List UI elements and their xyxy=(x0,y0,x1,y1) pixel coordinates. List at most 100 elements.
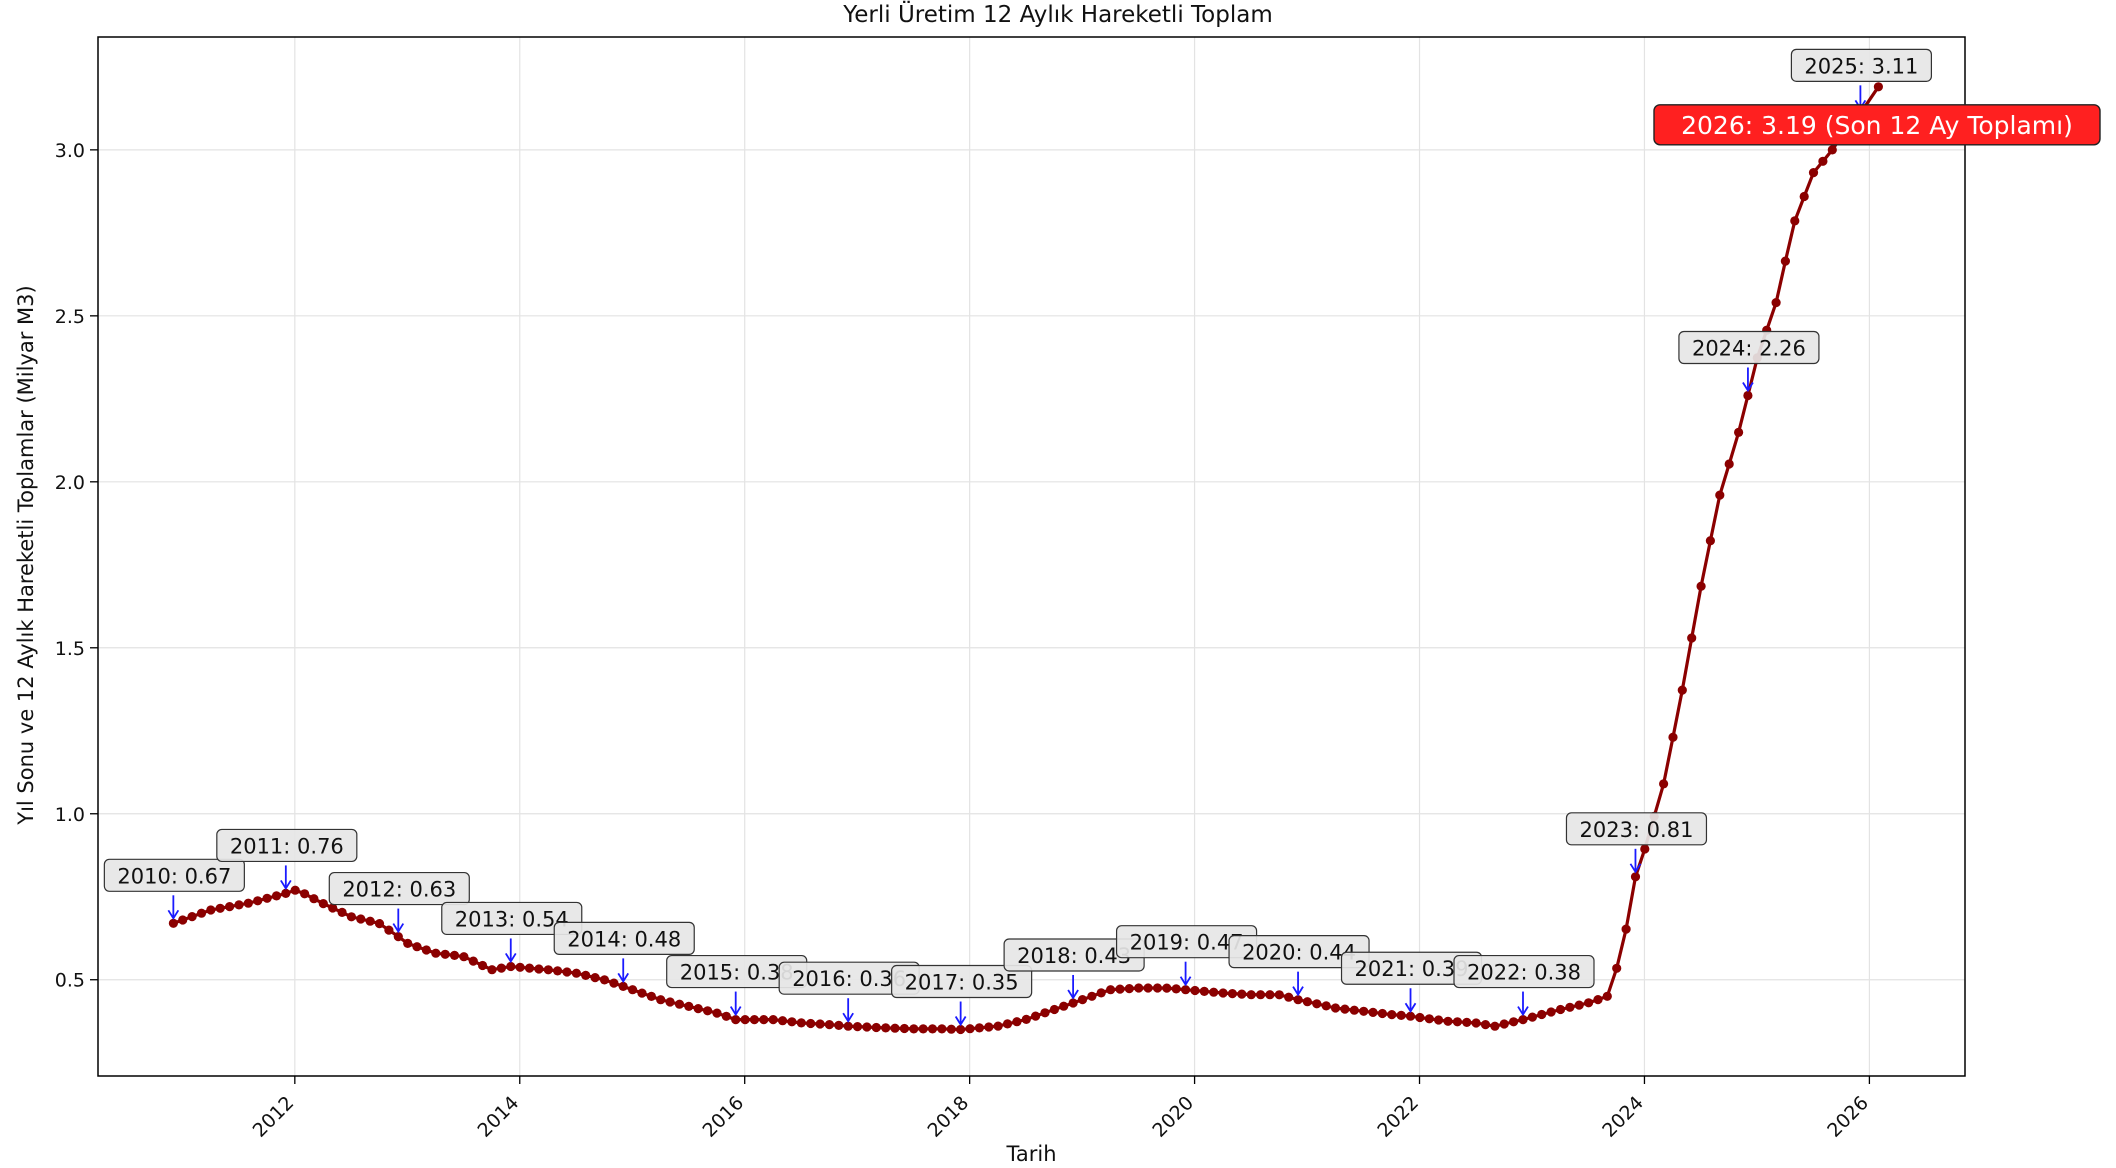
annotation-arrowhead xyxy=(954,1016,967,1027)
data-point xyxy=(1124,984,1134,994)
data-point xyxy=(1077,995,1088,1005)
annotation-label: 2012: 0.63 xyxy=(342,878,456,902)
highlight-box xyxy=(1653,104,2101,146)
annotation-label: 2017: 0.35 xyxy=(905,971,1019,995)
data-point xyxy=(1199,986,1209,997)
annotation: 2018: 0.43 xyxy=(1003,938,1145,1000)
data-point xyxy=(965,1024,975,1034)
data-point xyxy=(1096,988,1106,998)
annotation-label: 2024: 2.26 xyxy=(1692,337,1806,361)
data-point xyxy=(1012,1017,1022,1027)
data-point xyxy=(1256,990,1266,1000)
data-point xyxy=(1790,216,1800,226)
y-tick-label: 3.0 xyxy=(55,140,85,162)
data-point xyxy=(243,898,253,908)
data-point xyxy=(852,1022,863,1032)
annotation-label: 2018: 0.43 xyxy=(1017,944,1131,968)
annotation-label: 2013: 0.54 xyxy=(455,907,569,931)
data-point xyxy=(927,1024,938,1034)
data-point xyxy=(1274,990,1284,1000)
data-point xyxy=(449,950,460,961)
data-point xyxy=(1743,390,1753,401)
data-point xyxy=(1668,732,1678,742)
data-point xyxy=(731,1015,741,1025)
data-point xyxy=(984,1022,994,1032)
data-point xyxy=(1480,1020,1491,1030)
data-point xyxy=(1462,1017,1472,1027)
data-point xyxy=(1584,998,1594,1008)
data-point xyxy=(1031,1011,1041,1021)
data-point xyxy=(281,888,291,899)
data-point xyxy=(1115,984,1125,994)
data-point xyxy=(1771,298,1781,308)
data-point xyxy=(899,1023,910,1034)
annotation-label: 2014: 0.48 xyxy=(567,927,681,951)
data-point xyxy=(918,1024,928,1034)
data-point xyxy=(318,899,328,909)
data-point xyxy=(1509,1017,1519,1027)
data-point xyxy=(1612,963,1622,973)
annotation: 2011: 0.76 xyxy=(216,828,358,891)
data-point xyxy=(196,908,207,918)
data-point xyxy=(1537,1009,1547,1020)
data-point xyxy=(712,1008,722,1018)
annotation-box xyxy=(1453,954,1595,989)
data-point xyxy=(1640,844,1650,854)
data-point xyxy=(168,918,178,928)
data-point xyxy=(1527,1012,1537,1022)
data-point xyxy=(346,912,356,922)
data-point xyxy=(1471,1018,1481,1028)
data-point xyxy=(1602,991,1612,1001)
data-point xyxy=(656,995,666,1005)
data-point xyxy=(1218,988,1228,998)
x-tick-label: 2018 xyxy=(923,1092,973,1142)
data-point xyxy=(524,963,535,973)
annotation: 2022: 0.38 xyxy=(1453,954,1595,1017)
annotation: 2013: 0.54 xyxy=(441,901,583,964)
data-point xyxy=(796,1018,806,1028)
data-point xyxy=(1499,1019,1509,1029)
data-point xyxy=(1227,989,1237,999)
annotation-arrowhead xyxy=(167,909,180,921)
data-point xyxy=(740,1015,750,1025)
data-point xyxy=(618,981,628,992)
data-point xyxy=(178,915,188,925)
data-point xyxy=(1312,999,1322,1009)
data-point xyxy=(1021,1014,1031,1024)
data-point xyxy=(290,885,300,895)
data-point xyxy=(1593,995,1603,1005)
data-point xyxy=(1293,995,1303,1005)
plot-frame xyxy=(97,36,1966,1077)
data-point xyxy=(1330,1003,1341,1013)
x-tick-label: 2022 xyxy=(1373,1092,1423,1142)
annotation-arrowhead xyxy=(392,923,405,934)
data-point xyxy=(721,1011,731,1021)
annotation-arrowhead xyxy=(842,1012,854,1023)
data-point xyxy=(1152,983,1163,993)
annotation-box xyxy=(553,921,695,955)
data-point xyxy=(1687,633,1697,643)
data-point xyxy=(1190,985,1200,996)
highlight-label: 2026: 3.19 (Son 12 Ay Toplamı) xyxy=(1681,111,2073,140)
data-point xyxy=(271,891,282,901)
data-point xyxy=(515,962,525,972)
data-point xyxy=(1377,1008,1387,1019)
data-point xyxy=(693,1004,703,1014)
annotation: 2020: 0.44 xyxy=(1228,935,1370,997)
data-point xyxy=(1181,985,1191,995)
grid-lines xyxy=(98,37,1965,1076)
data-point xyxy=(1424,1014,1434,1024)
y-tick-label: 2.0 xyxy=(55,472,85,494)
data-point xyxy=(862,1022,872,1032)
annotation: 2014: 0.48 xyxy=(553,921,695,984)
data-point xyxy=(1405,1011,1416,1021)
data-point xyxy=(1434,1015,1444,1025)
annotation: 2019: 0.47 xyxy=(1115,925,1258,987)
data-point xyxy=(1799,191,1809,202)
data-point xyxy=(374,919,385,929)
annotation-arrowhead xyxy=(1292,986,1304,997)
data-point xyxy=(215,903,225,913)
data-point xyxy=(1087,991,1097,1001)
data-point xyxy=(1284,992,1294,1002)
x-axis-label: Tarih xyxy=(1006,1142,1057,1166)
